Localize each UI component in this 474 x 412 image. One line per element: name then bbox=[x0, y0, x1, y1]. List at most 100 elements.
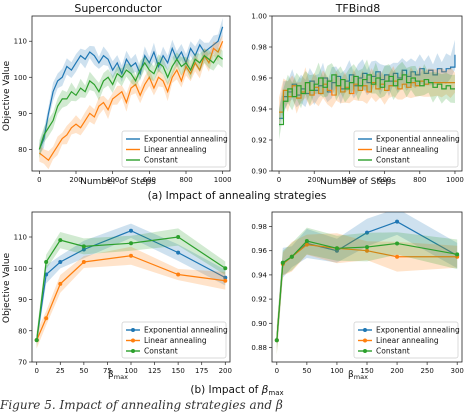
x-tick-label: 200 bbox=[69, 176, 82, 184]
legend-label-exponential: Exponential annealing bbox=[376, 135, 460, 144]
data-point-constant bbox=[44, 260, 49, 264]
caption-b-symbol: β bbox=[261, 384, 269, 396]
x-tick-label: 250 bbox=[420, 367, 433, 375]
legend-box bbox=[121, 130, 227, 168]
x-tick-label: 300 bbox=[451, 367, 464, 375]
x-tick-label: 0 bbox=[277, 176, 281, 184]
data-point-exponential bbox=[129, 228, 133, 233]
series-line-constant bbox=[38, 54, 224, 150]
y-axis-label: Objective Value bbox=[2, 60, 12, 131]
x-tick-label: 400 bbox=[106, 176, 119, 184]
data-point-exponential bbox=[395, 219, 400, 224]
panel-title: Superconductor bbox=[74, 2, 162, 15]
x-tick-label: 25 bbox=[56, 367, 65, 375]
data-point-constant bbox=[34, 338, 39, 343]
y-tick-label: 0.94 bbox=[251, 271, 267, 279]
panel-tfbind8-beta: βmax 0 50 100 150 200 250 300 0.88 0.90 0.92 0.94 0… bbox=[251, 211, 464, 381]
confidence-band-linear bbox=[39, 35, 223, 170]
x-tick-label: 200 bbox=[390, 367, 403, 375]
legend-marker-constant bbox=[363, 349, 367, 353]
panel-superconductor-beta: Objective Value βmax 0 25 50 75 100 125 150 175… bbox=[2, 211, 232, 381]
y-tick-label: 0.90 bbox=[251, 320, 267, 328]
y-tick-label: 0.96 bbox=[251, 75, 267, 83]
y-tick-label: 0.92 bbox=[251, 296, 267, 304]
data-point-linear bbox=[395, 254, 400, 259]
data-point-linear bbox=[304, 242, 309, 247]
data-point-exponential bbox=[365, 230, 369, 235]
caption-a: (a) Impact of annealing strategies bbox=[148, 190, 327, 202]
series-group bbox=[38, 17, 224, 170]
data-point-linear bbox=[129, 253, 133, 258]
x-axis-label-sub: max bbox=[354, 373, 368, 381]
x-tick-label: 150 bbox=[360, 367, 373, 375]
confidence-band-linear bbox=[276, 233, 458, 355]
y-tick-label: 0.92 bbox=[251, 137, 267, 145]
data-point-constant bbox=[176, 235, 181, 239]
series-group bbox=[274, 212, 460, 355]
x-tick-label: 800 bbox=[179, 176, 192, 184]
x-tick-label: 400 bbox=[343, 176, 356, 184]
legend-label-exponential: Exponential annealing bbox=[376, 326, 460, 335]
data-point-exponential bbox=[58, 260, 63, 264]
data-point-constant bbox=[365, 245, 369, 250]
data-point-linear bbox=[365, 248, 369, 253]
legend-label-constant: Constant bbox=[376, 156, 410, 165]
x-tick-label: 100 bbox=[330, 367, 343, 375]
caption-b-prefix: (b) Impact of bbox=[190, 384, 261, 396]
data-point-linear bbox=[223, 278, 228, 283]
data-point-exponential bbox=[223, 275, 228, 280]
plot-frame bbox=[271, 15, 463, 172]
y-tick-label: 80 bbox=[18, 146, 27, 154]
legend-marker-exponential bbox=[363, 328, 367, 332]
data-point-constant bbox=[304, 239, 309, 244]
panel-tfbind8-steps: TFBind8 Number of Steps 0 200 400 600 800 100… bbox=[251, 2, 463, 187]
x-tick-label: 600 bbox=[143, 176, 156, 184]
y-tick-label: 100 bbox=[14, 265, 27, 273]
x-tick-label: 0 bbox=[275, 367, 279, 375]
x-tick-label: 175 bbox=[195, 367, 208, 375]
y-tick-label: 80 bbox=[18, 327, 27, 335]
x-tick-label: 1000 bbox=[446, 176, 464, 184]
y-tick-label: 90 bbox=[18, 296, 27, 304]
data-point-constant bbox=[223, 266, 228, 271]
y-tick-label: 0.96 bbox=[251, 247, 267, 255]
confidence-band-constant bbox=[36, 228, 226, 349]
series-group bbox=[34, 223, 228, 349]
y-tick-label: 70 bbox=[18, 359, 27, 367]
x-tick-label: 150 bbox=[171, 367, 184, 375]
x-axis-label: Number of Steps bbox=[320, 177, 396, 187]
panel-title: TFBind8 bbox=[335, 2, 381, 15]
caption-b: (b) Impact of βmax bbox=[190, 384, 283, 397]
confidence-band-exponential bbox=[279, 39, 455, 128]
legend-box bbox=[353, 130, 459, 168]
legend-marker-exponential bbox=[131, 328, 135, 332]
x-tick-label: 0 bbox=[37, 176, 41, 184]
data-point-constant bbox=[334, 246, 339, 251]
y-tick-label: 0.88 bbox=[251, 344, 267, 352]
data-point-exponential bbox=[176, 250, 181, 255]
legend-label-linear: Linear annealing bbox=[144, 336, 207, 345]
data-point-linear bbox=[176, 272, 181, 277]
legend-box bbox=[353, 321, 459, 359]
y-tick-label: 110 bbox=[14, 38, 27, 46]
legend-label-constant: Constant bbox=[376, 347, 410, 356]
confidence-band-linear bbox=[36, 246, 226, 349]
figure-caption: Figure 5. Impact of annealing strategies… bbox=[0, 398, 283, 412]
confidence-band-exponential bbox=[39, 17, 223, 155]
y-tick-label: 0.90 bbox=[251, 168, 267, 176]
x-tick-label: 100 bbox=[124, 367, 137, 375]
x-axis-label: βmax bbox=[108, 370, 128, 381]
x-tick-label: 600 bbox=[378, 176, 391, 184]
confidence-band-constant bbox=[276, 227, 458, 355]
series-line-constant bbox=[279, 74, 455, 126]
x-tick-label: 50 bbox=[302, 367, 311, 375]
x-tick-label: 200 bbox=[308, 176, 321, 184]
y-tick-label: 110 bbox=[14, 234, 27, 242]
legend-marker-linear bbox=[131, 338, 135, 343]
y-tick-label: 0.94 bbox=[251, 106, 267, 114]
series-line-linear bbox=[38, 40, 224, 162]
